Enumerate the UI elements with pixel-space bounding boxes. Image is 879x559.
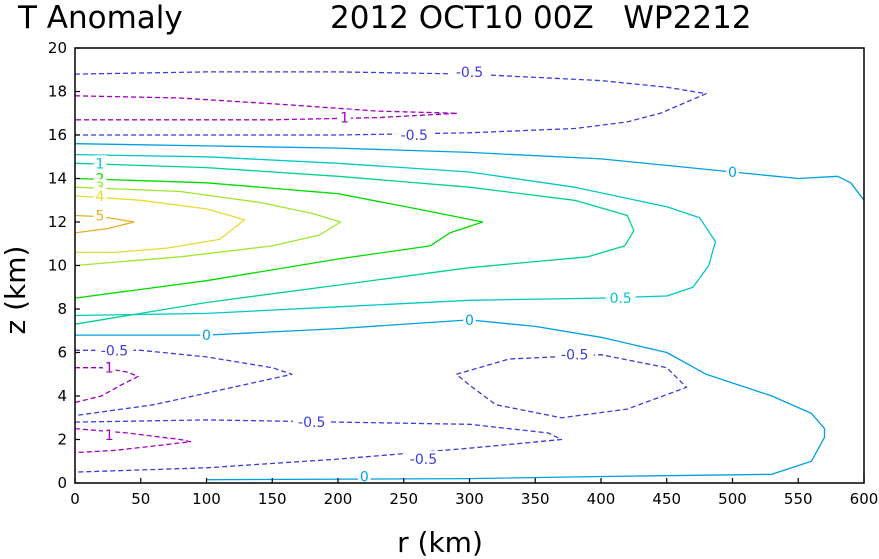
contour-label-bg-4: [93, 155, 107, 172]
y-axis-label: z (km): [0, 246, 32, 335]
contour-line--0.5-10: [74, 349, 293, 417]
x-tick-label-0: 0: [70, 490, 80, 508]
contour-label-17: -0.5: [410, 452, 437, 468]
y-tick-label-6: 12: [48, 213, 67, 231]
y-tick-label-9: 18: [48, 83, 67, 101]
contour-label-18: 0: [360, 469, 369, 485]
x-tick-label-1: 50: [131, 490, 150, 508]
y-tick-label-3: 6: [57, 344, 67, 362]
plot-frame: [74, 47, 865, 484]
contour-label-14: 1: [105, 361, 114, 377]
x-tick-label-4: 200: [324, 490, 353, 508]
contour-label-bg-11: [200, 327, 213, 344]
x-tick-label-11: 550: [784, 490, 813, 508]
contour-label-9: 0.5: [610, 291, 632, 307]
contour-label-bg-10: [463, 311, 476, 328]
contour-label-bg-1: [338, 109, 351, 126]
contour-line-2-5: [74, 177, 484, 299]
contour-label-bg-3: [726, 163, 739, 180]
contour-line-0-2: [74, 143, 865, 201]
y-tick-label-8: 16: [48, 126, 67, 144]
x-tick-label-9: 450: [652, 490, 681, 508]
contour-label-bg-8: [93, 207, 107, 224]
contour-label-bg-9: [605, 290, 636, 307]
contour-label-4: 1: [96, 156, 105, 172]
y-tick-label-1: 2: [57, 431, 67, 449]
x-tick-label-6: 300: [455, 490, 484, 508]
contour-line-0.5-3: [74, 153, 717, 317]
contour-label-11: 0: [202, 328, 211, 344]
contour-label-15: 1: [105, 428, 114, 444]
contour-line-0-9: [75, 319, 826, 481]
contour-label-1: 1: [340, 111, 349, 127]
contour-lines: [74, 71, 865, 481]
contour-line-1-4: [74, 162, 635, 325]
y-axis-ticks: 0 2 4 6 8 10 12 14 16 18 20: [48, 39, 80, 492]
x-tick-label-12: 600: [850, 490, 879, 508]
contour-label-2: -0.5: [401, 128, 428, 144]
contour-line--1-12: [74, 367, 139, 404]
contour-label-8: 5: [96, 208, 105, 224]
chart-title-right: 2012 OCT10 00Z WP2212: [330, 0, 752, 36]
contour-line--1-0: [74, 95, 459, 121]
contour-line--0.5-11: [455, 354, 688, 419]
contour-label-bg-13: [555, 346, 594, 363]
contour-label-7: 4: [96, 189, 105, 205]
contour-line--0.5-13: [74, 419, 563, 473]
contour-label-bg-14: [102, 359, 116, 376]
y-tick-label-10: 20: [48, 39, 67, 57]
x-tick-label-8: 400: [587, 490, 616, 508]
contour-label-bg-2: [395, 127, 434, 143]
contour-label-10: 0: [465, 313, 474, 329]
x-axis-ticks: 0 50 100 150 200 250 300 350 400 450 500 550 600: [70, 478, 878, 508]
x-tick-label-3: 150: [258, 490, 287, 508]
contour-label-0: -0.5: [456, 65, 483, 81]
contour-label-16: -0.5: [298, 415, 325, 431]
contour-line-5-8: [74, 214, 135, 234]
contour-label-bg-16: [292, 414, 331, 431]
x-tick-label-10: 500: [718, 490, 747, 508]
contour-label-bg-15: [102, 427, 116, 444]
contour-label-12: -0.5: [101, 343, 128, 359]
x-tick-label-5: 250: [389, 490, 418, 508]
contour-line--1-14: [74, 427, 192, 454]
contour-label-bg-0: [450, 63, 489, 80]
contour-line--0.5-1: [74, 71, 707, 136]
x-tick-label-7: 350: [521, 490, 550, 508]
y-tick-label-7: 14: [48, 170, 67, 188]
contour-label-bg-17: [404, 451, 443, 468]
y-tick-label-2: 4: [57, 387, 67, 405]
contour-label-13: -0.5: [561, 348, 588, 364]
contour-label-3: 0: [728, 165, 737, 181]
contour-labels: -0.51-0.50123450.500-0.5-0.511-0.5-0.50: [93, 63, 739, 485]
contour-line-4-7: [74, 195, 246, 254]
contour-label-bg-7: [93, 187, 107, 204]
y-tick-label-4: 8: [57, 300, 67, 318]
chart-title-left: T Anomaly: [17, 0, 183, 36]
x-tick-label-2: 100: [192, 490, 221, 508]
contour-line-3-6: [74, 186, 342, 267]
y-tick-label-5: 10: [48, 257, 67, 275]
contour-label-bg-18: [358, 468, 371, 485]
x-axis-label: r (km): [397, 526, 483, 559]
y-tick-label-0: 0: [57, 474, 67, 492]
contour-label-bg-12: [95, 342, 134, 359]
